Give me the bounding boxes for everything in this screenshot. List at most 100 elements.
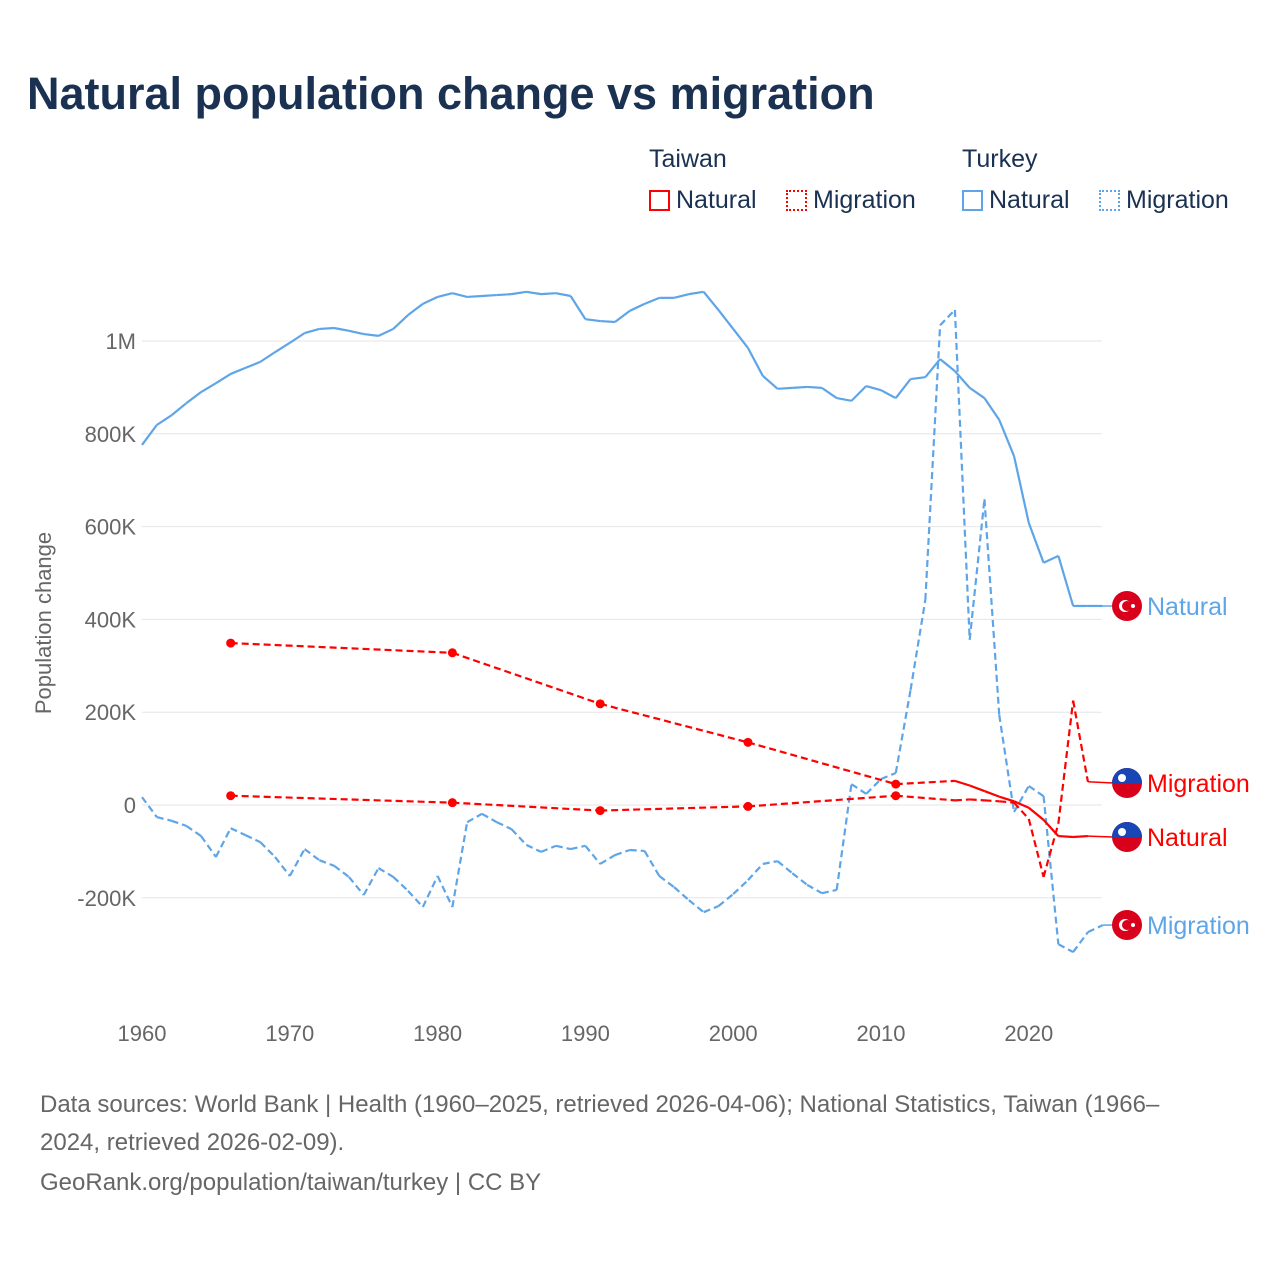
series-segment-turkey-natural xyxy=(496,293,512,297)
series-segment-taiwan-migration xyxy=(1072,700,1090,782)
series-segment-turkey-natural xyxy=(481,293,497,298)
series-segment-turkey-natural xyxy=(569,295,587,320)
series-segment-turkey-migration xyxy=(732,879,749,895)
series-segment-turkey-migration xyxy=(156,815,172,822)
data-point-taiwan-natural xyxy=(226,638,236,648)
series-segment-turkey-natural xyxy=(348,329,364,336)
series-segment-turkey-natural xyxy=(526,290,542,296)
series-segment-turkey-migration xyxy=(141,796,158,818)
flag-crescent-cut xyxy=(1122,601,1132,611)
series-segment-turkey-migration xyxy=(1028,785,1045,798)
series-segment-turkey-migration xyxy=(407,890,424,908)
series-segment-turkey-natural xyxy=(363,332,379,337)
legend-swatch-dotted xyxy=(1099,190,1120,211)
series-segment-turkey-natural xyxy=(141,424,158,446)
series-segment-turkey-natural xyxy=(939,358,956,373)
series-segment-turkey-migration xyxy=(894,689,912,774)
series-segment-taiwan-migration xyxy=(600,805,749,812)
series-segment-turkey-migration xyxy=(259,841,276,858)
series-segment-turkey-migration xyxy=(747,863,764,881)
series-segment-turkey-migration xyxy=(865,778,882,795)
flag-star-icon xyxy=(1131,923,1135,927)
legend-label: Natural xyxy=(676,186,757,214)
series-segment-turkey-migration xyxy=(1013,785,1030,813)
series-segment-turkey-migration xyxy=(348,876,365,896)
legend-swatch-dotted xyxy=(786,190,807,211)
series-segment-turkey-natural xyxy=(614,309,631,323)
series-segment-turkey-migration xyxy=(185,824,202,837)
series-segment-turkey-migration xyxy=(968,499,986,640)
series-segment-taiwan-natural xyxy=(452,651,601,705)
series-segment-turkey-migration xyxy=(643,850,661,877)
series-segment-turkey-natural xyxy=(170,402,188,417)
series-segment-turkey-natural xyxy=(702,291,720,311)
source-line-1: Data sources: World Bank | Health (1960–… xyxy=(40,1091,1160,1118)
legend-taiwan-migration[interactable]: Migration xyxy=(786,186,916,215)
data-point-taiwan-migration xyxy=(447,798,457,808)
series-segment-turkey-migration xyxy=(274,856,291,877)
series-segment-taiwan-natural xyxy=(969,784,985,793)
series-segment-turkey-natural xyxy=(998,419,1016,457)
series-segment-turkey-migration xyxy=(392,876,409,892)
series-segment-turkey-migration xyxy=(998,714,1016,813)
series-segment-turkey-migration xyxy=(1042,796,1060,945)
series-segment-turkey-natural xyxy=(230,366,246,375)
series-segment-taiwan-migration xyxy=(969,798,985,802)
flag-canton xyxy=(1112,822,1142,837)
data-point-taiwan-natural xyxy=(447,648,457,658)
series-segment-turkey-migration xyxy=(230,827,246,837)
data-point-taiwan-migration xyxy=(595,806,605,816)
series-segment-taiwan-natural xyxy=(984,790,1000,798)
series-segment-turkey-natural xyxy=(392,314,409,330)
flag-canton xyxy=(1112,768,1142,783)
source-link[interactable]: GeoRank.org/population/taiwan/turkey | C… xyxy=(40,1169,542,1196)
series-segment-turkey-natural xyxy=(850,385,867,402)
series-segment-turkey-natural xyxy=(319,326,335,331)
series-segment-turkey-migration xyxy=(421,875,439,908)
x-tick-label: 2000 xyxy=(709,1021,758,1046)
series-segment-turkey-migration xyxy=(1072,931,1089,953)
series-segment-taiwan-migration xyxy=(954,798,970,802)
chart-title: Natural population change vs migration xyxy=(27,68,875,119)
series-segment-turkey-natural xyxy=(1043,554,1059,564)
series-segment-taiwan-migration xyxy=(1013,801,1030,820)
series-segment-turkey-migration xyxy=(333,864,350,878)
end-label-turkey-natural: Natural xyxy=(1147,593,1228,621)
end-label-connector xyxy=(1087,835,1114,838)
series-segment-turkey-natural xyxy=(333,326,350,332)
y-tick-label: 200K xyxy=(85,700,137,725)
series-segment-taiwan-natural xyxy=(1028,806,1045,821)
series-segment-turkey-natural xyxy=(304,327,320,335)
series-segment-turkey-migration xyxy=(525,843,542,853)
data-point-taiwan-migration xyxy=(743,801,753,811)
series-segment-turkey-migration xyxy=(466,812,483,824)
legend-taiwan-natural[interactable]: Natural xyxy=(649,186,757,215)
series-segment-turkey-migration xyxy=(821,888,837,895)
legend-group-turkey: Turkey xyxy=(962,145,1038,173)
series-segment-turkey-migration xyxy=(703,905,719,914)
flag-sun-icon xyxy=(1118,774,1126,782)
x-tick-label: 1960 xyxy=(118,1021,167,1046)
legend-turkey-migration[interactable]: Migration xyxy=(1099,186,1229,215)
legend-turkey-natural[interactable]: Natural xyxy=(962,186,1070,215)
series-segment-turkey-natural xyxy=(924,358,941,378)
series-segment-turkey-migration xyxy=(362,867,380,896)
series-segment-turkey-natural xyxy=(865,384,882,392)
series-segment-turkey-natural xyxy=(762,374,779,390)
series-segment-turkey-natural xyxy=(894,378,912,399)
series-segment-taiwan-migration xyxy=(1027,818,1045,878)
series-segment-taiwan-migration xyxy=(895,794,955,802)
series-segment-turkey-migration xyxy=(983,499,1001,716)
x-tick-label: 1990 xyxy=(561,1021,610,1046)
legend-label: Natural xyxy=(989,186,1070,214)
series-segment-turkey-natural xyxy=(200,382,217,393)
data-point-taiwan-natural xyxy=(595,699,605,709)
y-tick-label: 400K xyxy=(85,607,137,632)
series-segment-turkey-natural xyxy=(407,303,424,316)
series-segment-turkey-migration xyxy=(288,848,306,877)
flag-crescent-cut xyxy=(1122,920,1132,930)
end-label-turkey-migration: Migration xyxy=(1147,912,1250,940)
end-label-taiwan-natural: Natural xyxy=(1147,824,1228,852)
series-segment-turkey-natural xyxy=(983,397,1001,421)
series-segment-taiwan-natural xyxy=(747,741,897,786)
